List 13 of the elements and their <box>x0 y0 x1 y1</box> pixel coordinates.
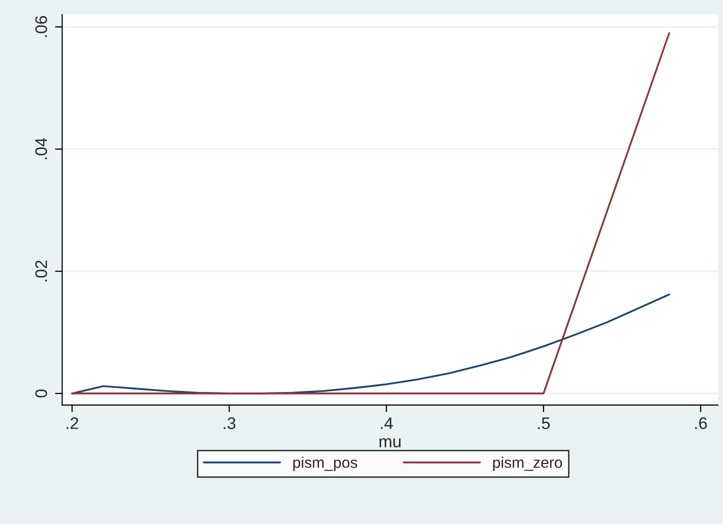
legend-label: pism_pos <box>293 456 358 471</box>
y-tick-label: .06 <box>35 16 48 37</box>
line-series <box>71 294 670 394</box>
legend-label: pism_zero <box>493 456 562 471</box>
y-tick-label: .04 <box>35 138 48 160</box>
x-tick-label: .5 <box>538 417 550 430</box>
x-axis-title: mu <box>380 438 401 448</box>
x-tick-label: .6 <box>695 417 707 430</box>
x-tick-label: .3 <box>224 417 236 430</box>
y-tick-label: 0 <box>35 389 48 398</box>
x-tick-label: .4 <box>380 417 393 429</box>
x-tick-label: .2 <box>66 417 78 429</box>
y-tick-label: .02 <box>35 260 48 282</box>
